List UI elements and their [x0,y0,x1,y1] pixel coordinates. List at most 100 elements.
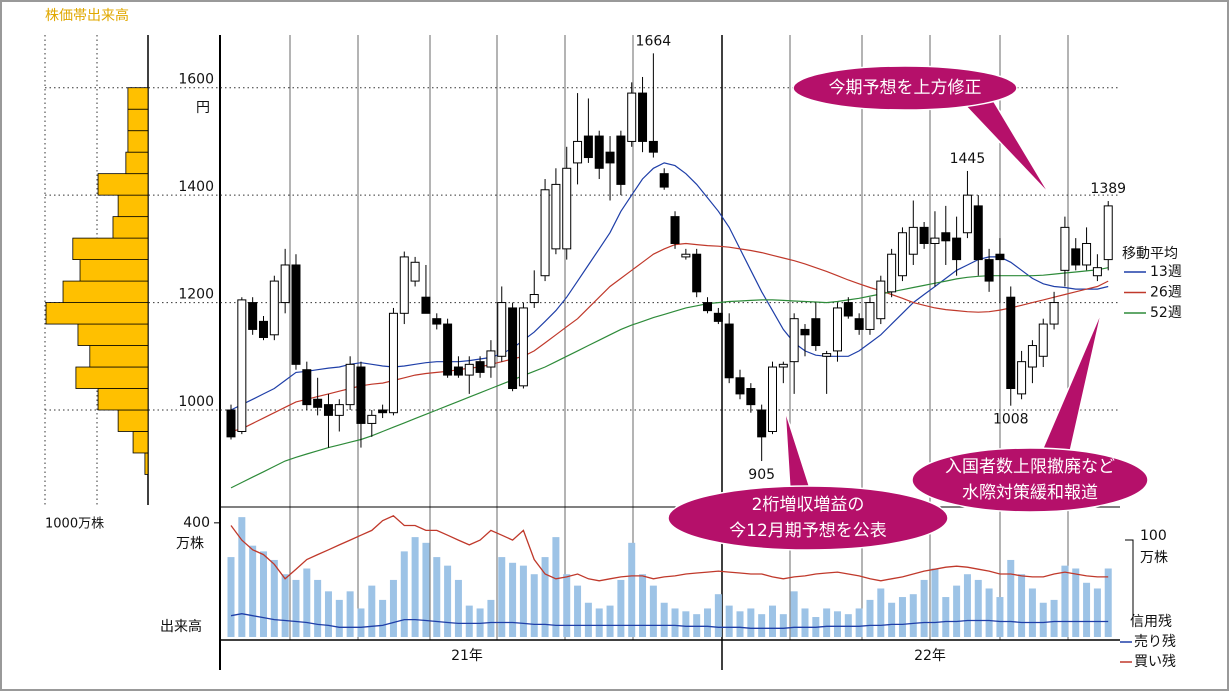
profile-bar [117,409,149,432]
candle-body [248,302,258,330]
candle-body [475,361,485,373]
volume-bar [671,608,679,637]
volume-bar [931,568,939,637]
profile-bar [79,259,149,282]
candle-body [908,226,918,255]
volume-bar [595,608,603,637]
candle-body [973,205,983,261]
candle-body [952,237,962,261]
profile-bar [45,302,149,325]
candle-body [941,232,951,242]
y-tick-label: 1400 [178,179,214,195]
candle-body [594,135,604,169]
volume-bar [725,605,733,637]
candle-body [323,404,333,416]
legend-label: 売り残 [1134,634,1176,650]
candle-body [443,323,453,376]
ma-line [230,242,1109,433]
candle-body [1092,267,1102,277]
volume-bar [389,579,397,637]
candle-body [356,366,366,424]
volume-bar [259,551,267,637]
callout-text: 2桁増収増益の [752,495,865,515]
volume-bar [606,605,614,637]
volume-bar [649,585,657,637]
candle-body [757,409,767,438]
volume-bar [238,517,246,637]
candle-body [508,307,518,390]
volume-bar [498,557,506,637]
candle-body [930,237,940,244]
candle-body [616,135,626,185]
volume-bar [639,574,647,637]
volume-bar [584,602,592,637]
candle-body [226,409,236,438]
volume-bar [714,594,722,637]
candle-body [280,264,290,304]
candle-body [453,366,463,376]
price-label: 1389 [1090,181,1126,197]
volume-bar [509,562,517,637]
volume-bar [758,614,766,637]
candle-body [1038,323,1048,357]
candle-body [778,363,788,368]
volume-bar [909,594,917,637]
volume-bar [693,614,701,637]
margin-tick-label: 100 [1140,528,1167,544]
candle-body [746,388,756,406]
volume-bar [1072,568,1080,637]
candle-body [995,253,1005,261]
volume-bar [1007,559,1015,637]
candle-body [529,294,539,304]
candle-body [1060,226,1070,271]
candle-body [410,261,420,282]
candle-body [367,414,377,424]
volume-bar [281,574,289,637]
candle-body [313,398,323,408]
candle-body [258,320,268,338]
candle-body [984,259,994,282]
candle-body [692,253,702,293]
candle-body [486,350,496,368]
profile-bar [144,452,149,475]
volume-bar [963,574,971,637]
candle-body [962,194,972,234]
candle-body [800,328,810,336]
candle-body [399,256,409,314]
candle-body [1027,345,1037,368]
volume-bar [790,591,798,637]
volume-bar [552,537,560,637]
volume-bar [801,608,809,637]
profile-bar [112,216,149,239]
volume-bar [1039,602,1047,637]
candle-body [573,140,583,164]
volume-bar [519,565,527,637]
volume-bar [454,579,462,637]
candle-body [291,264,301,365]
profile-bar [117,194,149,218]
volume-bar [541,557,549,637]
volume-bar [898,597,906,637]
volume-bar [563,574,571,637]
candle-body [876,280,886,320]
volume-bar [855,608,863,637]
profile-bar [97,388,149,411]
candle-body [388,312,398,414]
candle-body [811,318,821,347]
ma-line [230,162,1109,411]
volume-bar [985,588,993,637]
volume-tick-label: 400 [183,515,210,531]
candle-body [789,318,799,363]
profile-bar [132,431,149,454]
candle-body [432,318,442,325]
profile-bar [125,151,149,175]
candle-body [724,323,734,379]
candle-body [713,312,723,322]
volume-bar [953,585,961,637]
ma-line [230,267,1109,489]
volume-bar [628,542,636,637]
volume-bar [996,597,1004,637]
candle-body [583,135,593,159]
volume-bar [660,602,668,637]
candle-body [1071,248,1081,266]
